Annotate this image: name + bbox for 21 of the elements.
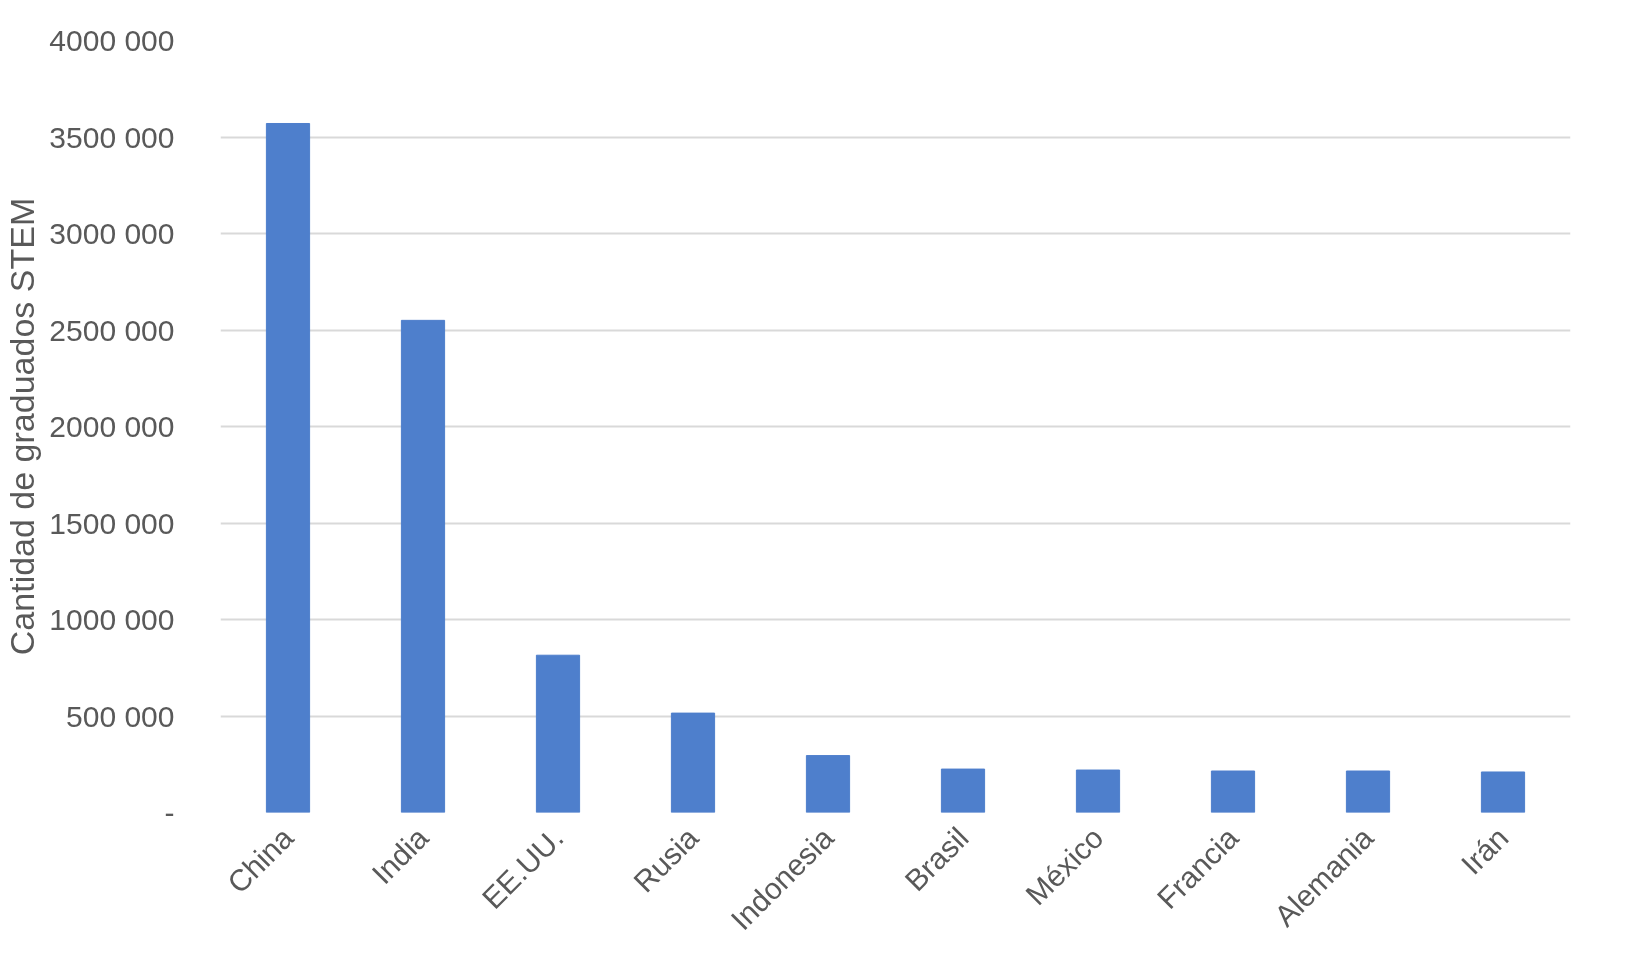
y-tick-label: 2500 000 xyxy=(49,313,175,347)
y-tick-label: 1000 000 xyxy=(49,603,175,636)
y-tick-label: 3500 000 xyxy=(49,120,175,154)
bar xyxy=(1210,770,1256,813)
bar xyxy=(940,768,986,813)
bar xyxy=(1345,770,1391,813)
y-tick-label: - xyxy=(164,796,175,829)
y-axis-title: Cantidad de graduados STEM xyxy=(3,197,42,656)
y-tick-label: 2000 000 xyxy=(49,410,175,443)
y-tick-label: 3000 000 xyxy=(49,217,175,250)
y-tick-label: 1500 000 xyxy=(49,506,175,540)
bar xyxy=(670,712,716,813)
y-tick-label: 4000 000 xyxy=(49,24,175,57)
bar xyxy=(1075,769,1121,813)
bar xyxy=(265,122,311,813)
bar xyxy=(535,654,581,813)
y-tick-label: 500 000 xyxy=(66,699,175,733)
x-tick-label: Irán xyxy=(1454,820,1515,881)
bar xyxy=(1480,771,1526,813)
bar xyxy=(400,319,446,813)
bar xyxy=(805,755,851,813)
